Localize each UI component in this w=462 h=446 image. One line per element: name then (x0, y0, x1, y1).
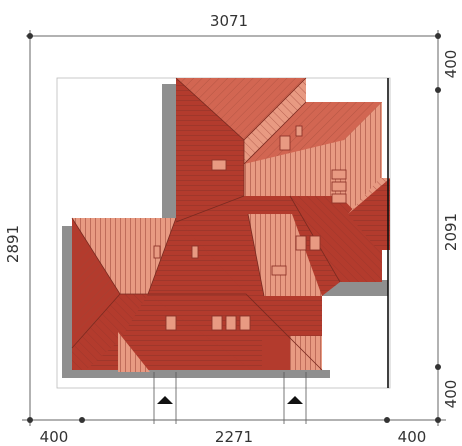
dimension-top-total: 3071 (210, 12, 248, 30)
dimension-right-main: 2091 (442, 213, 460, 251)
skylight (295, 235, 307, 251)
dimension-right-upper: 400 (442, 50, 460, 79)
dimension-bottom-right: 400 (398, 428, 427, 446)
dimension-bottom-left: 400 (40, 428, 69, 446)
dimension-right-lower: 400 (442, 380, 460, 409)
dimension-bottom-middle: 2271 (215, 428, 253, 446)
skylight (279, 135, 291, 151)
skylight (191, 245, 199, 259)
skylight (225, 315, 237, 331)
roof-skylights (153, 125, 347, 331)
skylight (165, 315, 177, 331)
roof-wing-right (244, 102, 390, 282)
skylight (153, 245, 161, 259)
skylight (295, 125, 303, 137)
skylight (331, 193, 347, 204)
skylight (309, 235, 321, 251)
entrance-arrow-icon (157, 396, 173, 404)
skylight (211, 315, 223, 331)
skylight (331, 181, 347, 192)
skylight (211, 159, 227, 171)
entrance-arrow-icon (287, 396, 303, 404)
skylight (239, 315, 251, 331)
roof-wing-middle (176, 196, 340, 296)
roof-wing-upper (176, 78, 306, 222)
dimension-left-total: 2891 (4, 225, 22, 263)
dimension-lines (22, 30, 446, 426)
dimension-nodes (27, 33, 441, 423)
skylight (271, 265, 287, 276)
skylight (331, 169, 347, 180)
entrance-markers (153, 372, 307, 424)
